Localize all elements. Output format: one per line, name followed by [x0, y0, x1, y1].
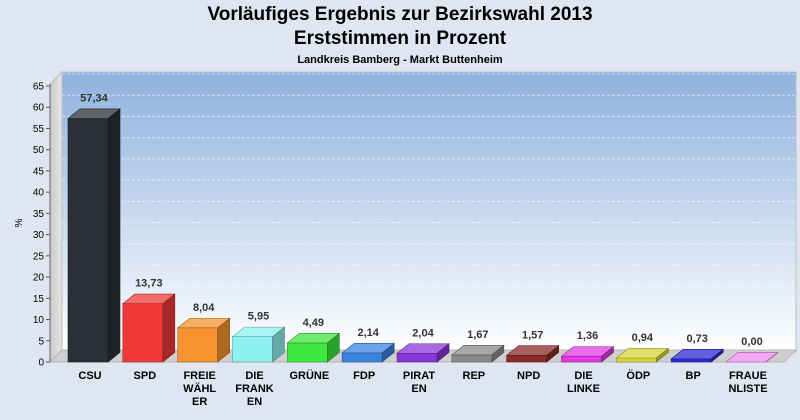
- category-label: BP: [686, 370, 701, 382]
- bar-0: [67, 108, 121, 363]
- bar-9: [560, 346, 615, 363]
- value-label: 8,04: [193, 302, 215, 314]
- category-label: NPD: [517, 370, 540, 382]
- bar-1: [121, 293, 176, 363]
- y-tick-label: 50: [33, 145, 45, 156]
- bar-5: [341, 342, 396, 363]
- bar-6: [396, 343, 450, 363]
- category-label: DIE LINKE: [567, 370, 600, 395]
- y-tick-label: 0: [38, 358, 44, 369]
- y-tick-label: 25: [33, 251, 45, 262]
- category-label: DIE FRANK EN: [235, 370, 274, 408]
- plot-side-wall: [49, 70, 63, 364]
- bar-7: [450, 344, 505, 363]
- category-label: ÖDP: [626, 369, 650, 382]
- category-label: FRAUE NLISTE: [728, 370, 767, 395]
- category-label: REP: [463, 370, 486, 382]
- bar-10: [615, 347, 670, 363]
- y-axis-label: %: [14, 218, 25, 227]
- bar-4: [286, 332, 341, 363]
- bar-8: [505, 345, 560, 363]
- y-tick-label: 55: [33, 124, 45, 135]
- category-label: PIRAT EN: [403, 370, 435, 395]
- y-tick-label: 15: [33, 294, 45, 305]
- value-label: 1,57: [522, 329, 543, 341]
- y-tick-label: 35: [33, 209, 45, 220]
- category-label: FREIE WÄHL ER: [183, 370, 216, 408]
- category-label: FDP: [353, 370, 375, 382]
- y-tick-label: 5: [38, 336, 44, 347]
- y-tick-label: 30: [33, 230, 45, 241]
- y-tick-label: 40: [33, 188, 45, 199]
- bar-3: [231, 326, 286, 363]
- chart-subtitle: Erststimmen in Prozent: [293, 28, 507, 49]
- value-label: 0,94: [632, 332, 654, 344]
- value-label: 4,49: [303, 317, 324, 329]
- category-label: SPD: [134, 370, 157, 382]
- value-label: 1,67: [467, 329, 488, 341]
- plot-back-wall: [61, 71, 797, 353]
- y-tick-label: 10: [33, 315, 45, 326]
- bar-2: [176, 317, 231, 363]
- value-label: 57,34: [80, 93, 108, 105]
- value-label: 0,00: [741, 336, 762, 348]
- value-label: 2,14: [357, 327, 379, 339]
- value-label: 5,95: [248, 311, 269, 323]
- y-tick-label: 60: [33, 103, 45, 114]
- y-tick-label: 45: [33, 166, 45, 177]
- y-tick-label: 20: [33, 273, 45, 284]
- chart-region-label: Landkreis Bamberg - Markt Buttenheim: [297, 54, 503, 66]
- value-label: 1,36: [577, 330, 598, 342]
- chart-title: Vorläufiges Ergebnis zur Bezirkswahl 201…: [207, 4, 593, 25]
- y-tick-label: 65: [33, 82, 45, 93]
- bar-11: [670, 348, 725, 363]
- value-label: 0,73: [686, 333, 707, 345]
- value-label: 13,73: [135, 278, 163, 290]
- category-label: GRÜNE: [289, 369, 329, 382]
- value-label: 2,04: [412, 327, 434, 339]
- bar-12: [725, 352, 779, 363]
- category-label: CSU: [78, 370, 101, 382]
